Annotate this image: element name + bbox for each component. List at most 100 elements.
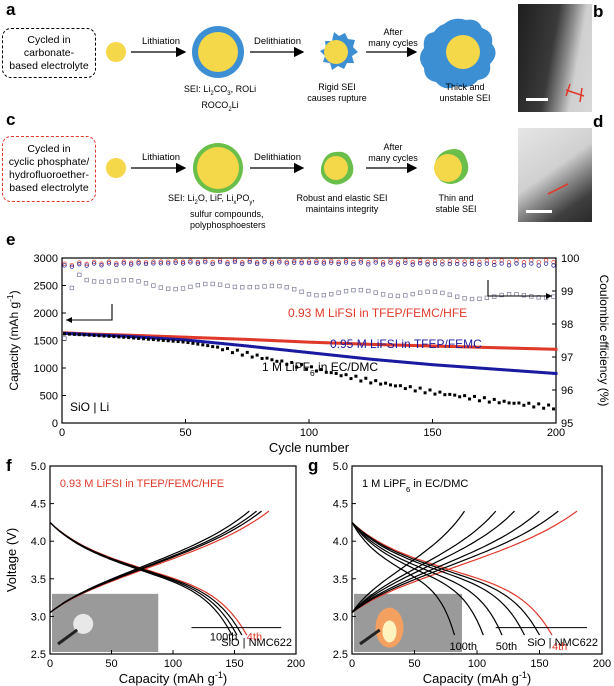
- ce-point-1: [136, 261, 141, 266]
- sei-c-sub3: y: [249, 199, 253, 206]
- capacity-point-0: [139, 334, 143, 338]
- charge-curve-100th: [49, 510, 250, 614]
- ce-point-1: [484, 261, 489, 266]
- capacity-point-0: [342, 341, 346, 345]
- robust-sei-caption: Robust and elastic SEI maintains integrit…: [292, 193, 392, 215]
- ce-point-0: [521, 260, 527, 265]
- capacity-point-2: [97, 334, 101, 338]
- ce-point-0: [254, 260, 260, 265]
- capacity-point-0: [221, 337, 225, 341]
- label-delithiation-a: Delithiation: [254, 36, 301, 47]
- sei-a-t1: SEI: Li: [183, 84, 211, 94]
- capacity-point-0: [507, 346, 511, 350]
- capacity-point-0: [529, 347, 533, 351]
- x-tick-label: 100: [164, 658, 182, 670]
- capacity-point-2: [443, 393, 447, 397]
- capacity-point-0: [317, 341, 321, 345]
- capacity-point-0: [339, 341, 343, 345]
- ce-point-1: [158, 261, 163, 266]
- ce-point-1: [440, 262, 445, 267]
- capacity-point-1: [275, 347, 279, 351]
- capacity-point-0: [272, 339, 276, 343]
- ce-point-0: [77, 260, 82, 265]
- capacity-point-0: [366, 342, 370, 346]
- capacity-point-1: [502, 368, 506, 372]
- capacity-point-1: [453, 364, 457, 368]
- inset-photo: [354, 593, 462, 652]
- ce-point-2: [462, 296, 467, 301]
- capacity-point-0: [426, 344, 430, 348]
- ce-point-0: [388, 258, 393, 263]
- capacity-point-2: [176, 340, 180, 344]
- capacity-point-0: [354, 342, 358, 346]
- capacity-point-1: [156, 336, 160, 340]
- capacity-point-1: [144, 335, 148, 339]
- capacity-point-2: [492, 397, 496, 401]
- capacity-point-2: [369, 381, 373, 385]
- capacity-point-0: [208, 336, 212, 340]
- ce-point-0: [432, 258, 438, 264]
- capacity-point-0: [349, 342, 353, 346]
- ce-point-0: [418, 258, 423, 263]
- capacity-point-1: [188, 338, 192, 342]
- annotation-4th: 4th: [552, 641, 567, 653]
- ce-point-1: [514, 261, 519, 266]
- capacity-point-1: [171, 337, 175, 341]
- capacity-point-2: [472, 394, 476, 398]
- after-line2: many cycles: [368, 38, 418, 48]
- capacity-point-1: [75, 332, 79, 336]
- ce-point-0: [373, 258, 378, 263]
- capacity-point-1: [282, 348, 286, 352]
- capacity-point-0: [277, 339, 281, 343]
- x-axis-label-part: ): [527, 671, 531, 686]
- capacity-point-0: [161, 334, 165, 338]
- capacity-point-1: [100, 333, 104, 337]
- capacity-point-0: [458, 345, 462, 349]
- capacity-point-2: [132, 336, 136, 340]
- capacity-point-1: [337, 354, 341, 358]
- ce-point-2: [136, 279, 141, 284]
- panel-label-f: f: [6, 456, 12, 475]
- capacity-point-0: [440, 344, 444, 348]
- capacity-point-0: [255, 338, 259, 342]
- capacity-point-2: [339, 374, 343, 378]
- capacity-point-0: [374, 342, 378, 346]
- capacity-point-0: [201, 336, 205, 340]
- capacity-point-1: [507, 368, 511, 372]
- robust-line1: Robust and elastic SEI: [296, 193, 388, 203]
- capacity-point-1: [497, 367, 501, 371]
- capacity-point-0: [549, 347, 553, 351]
- capacity-point-2: [438, 390, 442, 394]
- x-axis-label-part: ): [223, 671, 227, 686]
- thick-line1: Thick and: [445, 82, 485, 92]
- capacity-point-0: [450, 345, 454, 349]
- thick-line2: unstable SEI: [439, 93, 491, 103]
- capacity-point-2: [453, 393, 457, 397]
- capacity-point-2: [547, 403, 551, 407]
- capacity-point-2: [112, 335, 116, 339]
- capacity-point-1: [114, 334, 118, 338]
- capacity-point-0: [164, 334, 168, 338]
- sei-c-line2: sulfur compounds,: [190, 208, 264, 219]
- robust-line2: maintains integrity: [305, 204, 379, 214]
- x-tick-label: 150: [530, 658, 548, 670]
- capacity-point-2: [82, 333, 86, 337]
- capacity-point-0: [416, 344, 420, 348]
- scale-bar-b: [526, 98, 548, 101]
- discharge-curve-100th: [351, 522, 456, 636]
- capacity-point-0: [206, 336, 210, 340]
- capacity-point-1: [312, 351, 316, 355]
- capacity-point-2: [384, 381, 388, 385]
- sei-c-line3: polyphosphoesters: [190, 219, 266, 230]
- capacity-point-1: [329, 353, 333, 357]
- discharge-curve-c5: [351, 522, 484, 636]
- capacity-point-2: [433, 392, 437, 396]
- chart-f: 0 50 100 150 200 2.5 3.0 3.5 4.0 4.5 5.0 Capacity (…: [4, 461, 305, 686]
- ce-point-0: [499, 258, 504, 263]
- capacity-point-2: [142, 337, 146, 341]
- capacity-point-0: [408, 343, 412, 347]
- capacity-point-0: [544, 347, 548, 351]
- capacity-point-1: [512, 369, 516, 373]
- capacity-point-1: [443, 364, 447, 368]
- ce-point-1: [62, 263, 67, 268]
